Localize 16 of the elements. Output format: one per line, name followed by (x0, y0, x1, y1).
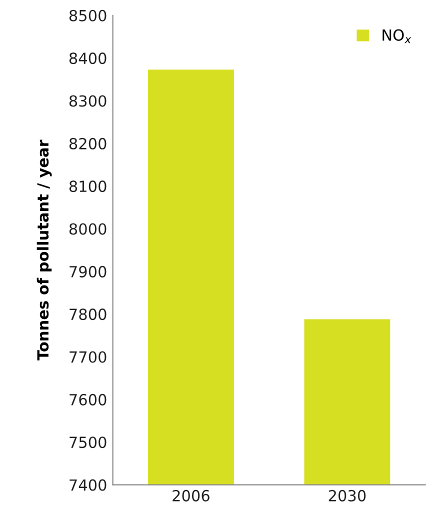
y-tick-label: 7600 (70, 394, 106, 406)
legend-label: NO$_{x}$ (382, 29, 412, 44)
y-tick-label: 8100 (69, 180, 106, 192)
x-tick-label: 2030 (328, 490, 366, 502)
x-tick-label: 2006 (172, 490, 210, 502)
y-tick-label: 8200 (69, 138, 106, 150)
y-tick-label: 7800 (70, 308, 106, 320)
y-tick-label: 8500 (69, 10, 106, 22)
y-tick-label: 7700 (70, 351, 106, 363)
y-tick-label: 7400 (70, 479, 106, 491)
y-tick-label: 7500 (70, 436, 106, 448)
y-tick-label: 8300 (69, 95, 106, 107)
y-axis-title: Tonnes of pollutant / year (36, 140, 52, 360)
y-tick-label: 8000 (69, 223, 106, 235)
y-tick-label: 7900 (70, 266, 106, 278)
y-tick-label: 8400 (69, 52, 106, 64)
